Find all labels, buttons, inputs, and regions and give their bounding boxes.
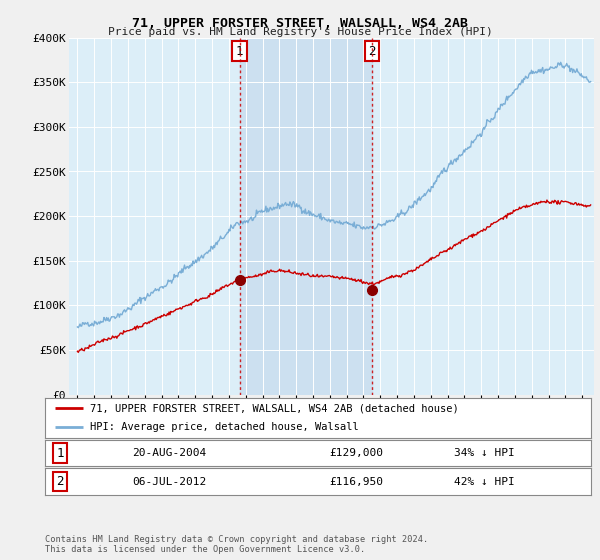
Bar	[239, 38, 372, 395]
Text: 2: 2	[56, 475, 64, 488]
Text: 71, UPPER FORSTER STREET, WALSALL, WS4 2AB (detached house): 71, UPPER FORSTER STREET, WALSALL, WS4 2…	[90, 404, 458, 413]
Text: Price paid vs. HM Land Registry's House Price Index (HPI): Price paid vs. HM Land Registry's House …	[107, 27, 493, 37]
Text: 06-JUL-2012: 06-JUL-2012	[133, 477, 206, 487]
Text: 1: 1	[236, 45, 244, 58]
Text: 71, UPPER FORSTER STREET, WALSALL, WS4 2AB: 71, UPPER FORSTER STREET, WALSALL, WS4 2…	[132, 17, 468, 30]
Text: £116,950: £116,950	[329, 477, 383, 487]
Text: 2: 2	[368, 45, 376, 58]
Text: 42% ↓ HPI: 42% ↓ HPI	[455, 477, 515, 487]
Text: 20-AUG-2004: 20-AUG-2004	[133, 448, 206, 458]
Text: 1: 1	[56, 446, 64, 460]
Text: 34% ↓ HPI: 34% ↓ HPI	[455, 448, 515, 458]
Text: £129,000: £129,000	[329, 448, 383, 458]
Text: HPI: Average price, detached house, Walsall: HPI: Average price, detached house, Wals…	[90, 422, 359, 432]
Text: Contains HM Land Registry data © Crown copyright and database right 2024.
This d: Contains HM Land Registry data © Crown c…	[45, 535, 428, 554]
